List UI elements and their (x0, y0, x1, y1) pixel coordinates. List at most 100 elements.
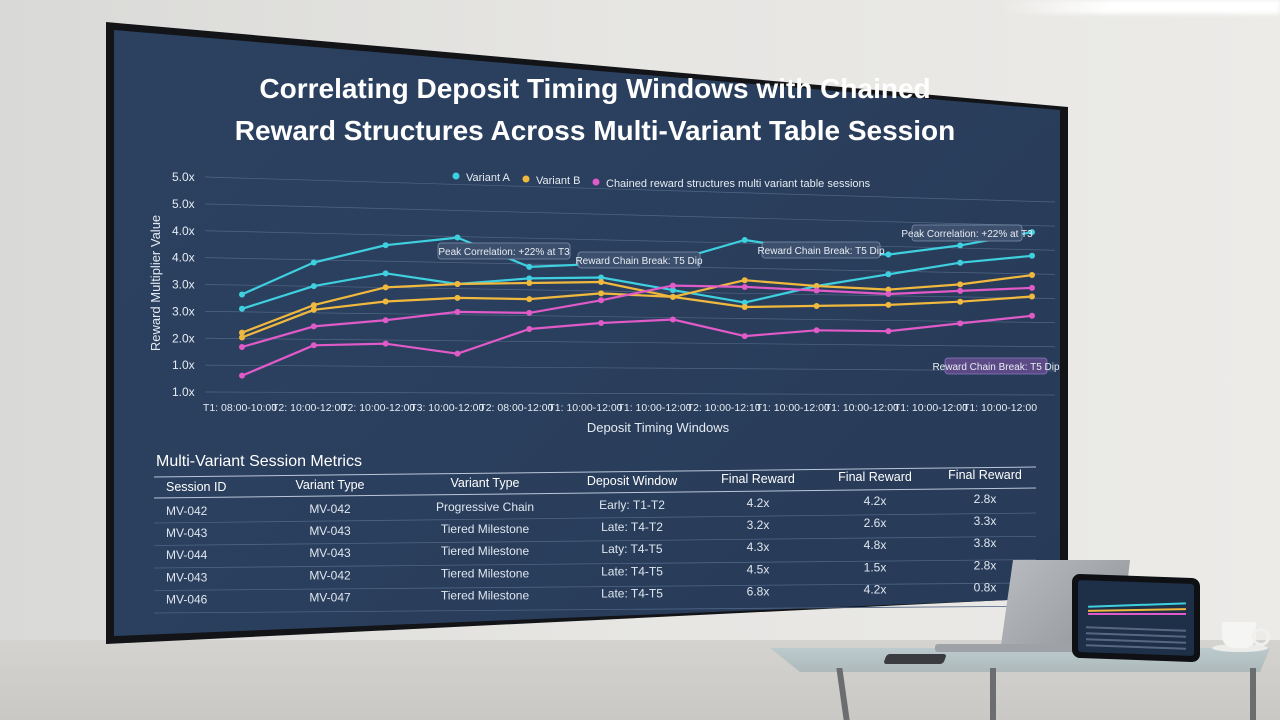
y-tick-label: 5.0x (172, 170, 195, 184)
table-title: Multi-Variant Session Metrics (156, 453, 362, 470)
data-point (310, 283, 317, 290)
x-tick-label: T2: 10:00-12:10 (687, 402, 761, 414)
table-rule (153, 466, 1037, 478)
data-point (598, 290, 605, 297)
data-point (813, 283, 820, 290)
table-cell: 1.5x (864, 560, 887, 574)
annotation-text: Peak Correlation: +22% at T3 (438, 247, 570, 258)
data-point (310, 323, 317, 330)
saucer (1212, 644, 1268, 652)
table-row-divider (153, 535, 1037, 546)
data-point (310, 302, 317, 309)
data-point (741, 304, 748, 311)
gridline (204, 391, 1056, 396)
data-point (669, 293, 676, 300)
annotation-text: Peak Correlation: +22% at T3 (901, 229, 1033, 240)
x-tick-label: T1: 10:00-12:00 (963, 402, 1037, 414)
tablet-line (1088, 602, 1186, 608)
table-cell: Early: T1-T2 (599, 498, 665, 512)
table-cell: MV-043 (166, 570, 208, 584)
x-tick-label: T2: 10:00-12:00 (341, 402, 415, 414)
table-rule (153, 487, 1037, 499)
data-point (1029, 272, 1035, 279)
table-cell: MV-043 (309, 524, 351, 538)
table-cell: Tiered Milestone (441, 544, 530, 558)
y-tick-label: 3.0x (172, 278, 195, 292)
table-header: Final Reward (838, 470, 912, 484)
data-point (239, 372, 245, 379)
data-point (885, 301, 892, 308)
data-point (526, 296, 533, 303)
data-point (598, 274, 605, 281)
data-point (239, 291, 245, 298)
gridline (204, 176, 1056, 203)
table-row-divider (153, 582, 1037, 591)
table-cell: 3.2x (747, 518, 770, 532)
annotation-box (761, 241, 881, 259)
data-point (1029, 284, 1035, 291)
table-cell: MV-046 (166, 592, 208, 606)
chart-legend: Variant A Variant B Chained reward structu… (452, 172, 871, 190)
data-point (957, 320, 964, 327)
table-cell: Tiered Milestone (441, 566, 530, 580)
data-point (885, 271, 892, 278)
x-tick-label: T2: 10:00-12:00 (272, 402, 346, 414)
data-point (957, 287, 964, 294)
annotation-text: Reward Chain Break: T5 Dip (575, 256, 703, 267)
annotation-text: Reward Chain Break: T5 Dip (757, 246, 885, 257)
tablet-line (1087, 613, 1187, 616)
data-point (526, 279, 533, 286)
data-point (885, 328, 892, 335)
tablet-screen (1078, 579, 1194, 657)
data-point (957, 242, 964, 249)
gridline (204, 230, 1056, 251)
table-cell: Late: T4-T5 (601, 564, 663, 578)
table-cell: 4.2x (747, 496, 770, 510)
tablet-row (1086, 626, 1186, 632)
data-point (669, 316, 676, 323)
series-line (241, 284, 1033, 349)
x-tick-label: T3: 10:00-12:00 (410, 402, 484, 414)
data-point (1029, 312, 1035, 319)
data-point (669, 282, 676, 289)
table-cell: 4.3x (747, 540, 770, 554)
x-tick-label: T1: 10:00-12:00 (548, 402, 622, 414)
annotation-box (911, 224, 1023, 242)
data-point (741, 237, 748, 244)
data-point (669, 287, 676, 294)
series-layer (239, 229, 1035, 379)
y-tick-label: 5.0x (172, 197, 195, 211)
y-tick-label: 2.0x (172, 331, 195, 345)
annotation-box (437, 242, 571, 260)
table-row-divider (153, 512, 1037, 524)
data-point (382, 317, 389, 324)
chart-title-line2: Reward Structures Across Multi-Variant T… (235, 115, 955, 146)
data-point (382, 242, 389, 249)
data-point (813, 327, 820, 334)
table-cell: 4.8x (864, 538, 887, 552)
table-cell: MV-042 (166, 504, 208, 518)
series-line (241, 274, 1033, 334)
data-point (454, 294, 461, 301)
data-point (957, 298, 964, 305)
x-tick-label: T1: 10:00-12:00 (617, 402, 691, 414)
legend-label: Chained reward structures multi variant … (606, 178, 871, 190)
table-cell: MV-043 (166, 526, 208, 540)
table-cell: 0.8x (974, 580, 997, 594)
table-cell: Late: T4-T5 (601, 586, 663, 600)
annotation-text: Reward Chain Break: T5 Dip (932, 362, 1060, 373)
x-tick-label: T1: 10:00-12:00 (756, 402, 830, 414)
legend-label: Variant A (466, 172, 510, 184)
table-cell: MV-042 (309, 568, 351, 582)
data-point (957, 259, 964, 266)
series-line (241, 254, 1033, 310)
y-tick-label: 4.0x (172, 251, 195, 265)
annotation-box (944, 357, 1048, 375)
table-header: Variant Type (295, 478, 364, 492)
data-point (382, 298, 389, 305)
data-point (526, 325, 533, 332)
table-cell: Late: T4-T2 (601, 520, 663, 534)
table-cell: MV-047 (309, 590, 351, 604)
